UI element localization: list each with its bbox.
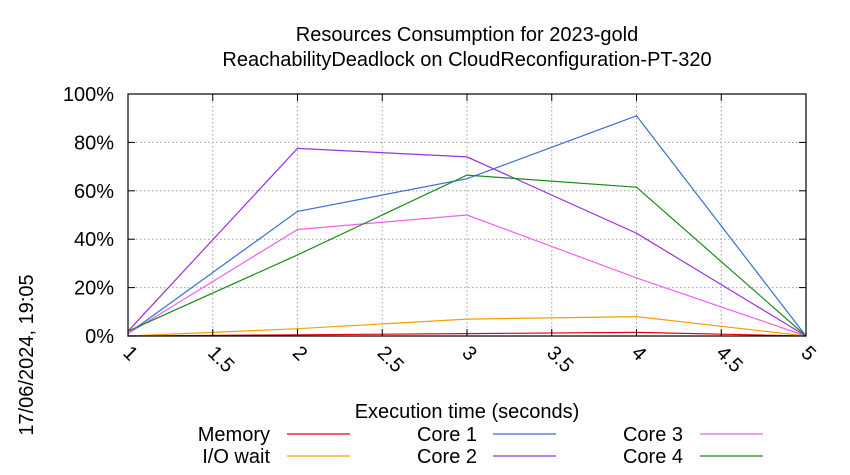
y-tick-label: 80% (74, 132, 114, 154)
series-line-i-o-wait (127, 315, 807, 337)
legend-label-core-2: Core 2 (417, 446, 477, 468)
x-axis-tick-labels: 1 1.5 2 2.5 3 3.5 4 4.5 5 (118, 342, 819, 377)
series-line-core-1 (127, 115, 807, 337)
x-tick-label: 2.5 (373, 342, 408, 377)
x-tick-label: 3 (457, 342, 480, 365)
series-line-core-4 (127, 174, 807, 337)
x-tick-label: 1 (118, 342, 141, 365)
y-tick-label: 60% (74, 181, 114, 203)
x-tick-label: 5 (796, 342, 819, 365)
chart-title-line-1: Resources Consumption for 2023-gold (296, 24, 638, 46)
y-tick-label: 20% (74, 278, 114, 300)
legend-label-memory: Memory (198, 424, 270, 446)
legend-label-core-4: Core 4 (623, 446, 683, 468)
x-tick-label: 1.5 (203, 342, 238, 377)
y-tick-label: 40% (74, 229, 114, 251)
x-tick-label: 3.5 (542, 342, 577, 377)
x-tick-label: 2 (288, 342, 311, 365)
x-axis-label: Execution time (seconds) (355, 401, 580, 423)
x-tick-label: 4 (627, 342, 650, 365)
y-tick-label: 0% (85, 326, 114, 348)
y-axis-tick-labels: 0% 20% 40% 60% 80% 100% (63, 84, 114, 348)
legend-label-core-1: Core 1 (417, 424, 477, 446)
chart-title: Resources Consumption for 2023-gold Reac… (222, 24, 711, 71)
x-tick-label: 4.5 (712, 342, 747, 377)
series-line-core-3 (127, 214, 807, 337)
legend-label-i-o-wait: I/O wait (202, 446, 270, 468)
axis-ticks (127, 93, 807, 337)
y-tick-label: 100% (63, 84, 114, 106)
legend-label-core-3: Core 3 (623, 424, 683, 446)
series-lines (127, 115, 807, 337)
series-line-core-2 (127, 147, 807, 337)
timestamp-label: 17/06/2024, 19:05 (16, 274, 38, 435)
chart-title-line-2: ReachabilityDeadlock on CloudReconfigura… (222, 49, 711, 71)
